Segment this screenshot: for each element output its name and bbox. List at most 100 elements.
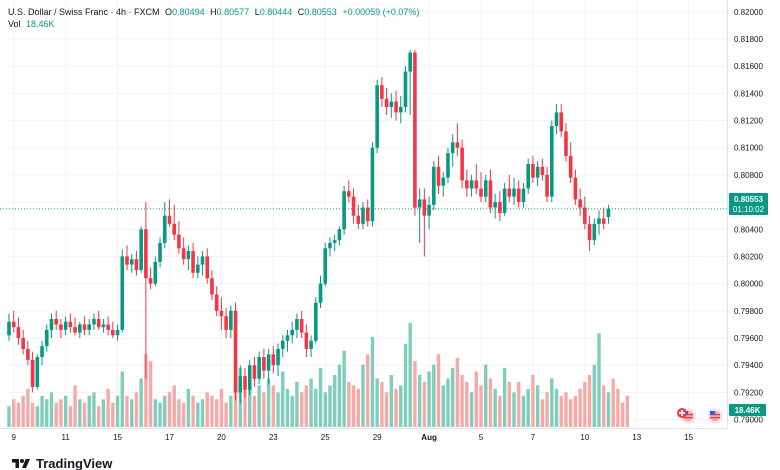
candle <box>516 180 521 208</box>
volume-bar <box>554 388 559 427</box>
candle-body <box>554 112 559 126</box>
volume-label[interactable]: Vol <box>8 19 21 29</box>
candle <box>304 324 309 358</box>
candle-body <box>583 207 587 224</box>
volume-bar <box>82 402 87 427</box>
candle <box>44 324 49 352</box>
candle-body <box>488 180 493 208</box>
candle-body <box>111 329 115 336</box>
volume-bar <box>196 402 200 427</box>
candle-body <box>7 321 11 336</box>
candle-body <box>125 256 129 265</box>
volume-bar <box>625 395 630 427</box>
candle <box>120 249 125 333</box>
candle-body <box>210 278 214 295</box>
candle <box>196 256 200 279</box>
candle-body <box>337 229 342 241</box>
candle-body <box>257 357 261 379</box>
candle <box>167 199 172 227</box>
volume-bar <box>512 392 516 427</box>
volume-bar <box>384 392 389 427</box>
volume-bar <box>16 402 21 427</box>
candle <box>545 166 549 203</box>
candle <box>394 90 398 121</box>
candle <box>422 188 427 257</box>
candle <box>323 242 328 287</box>
candle-body <box>243 376 247 390</box>
tradingview-logo[interactable]: TradingView <box>10 456 112 470</box>
time-tick-label: 23 <box>269 433 278 442</box>
price-tick-label: 0.80200 <box>734 252 763 261</box>
volume-bars <box>7 323 630 427</box>
time-tick-label: 5 <box>479 433 484 442</box>
candle-body <box>483 180 488 197</box>
time-tick-label: 20 <box>217 433 226 442</box>
candle-body <box>356 215 361 224</box>
time-tick-label: 15 <box>684 433 693 442</box>
candle <box>115 324 120 341</box>
candle <box>413 49 417 216</box>
candle <box>351 188 356 224</box>
candle-body <box>63 321 68 330</box>
volume-bar <box>436 354 441 427</box>
volume-bar <box>620 402 625 427</box>
volume-bar <box>474 371 478 427</box>
candle-body <box>531 164 535 178</box>
candle <box>417 188 422 243</box>
candle <box>587 215 592 252</box>
price-tick-label: 0.80400 <box>734 225 763 234</box>
candle <box>238 365 243 404</box>
symbol-title[interactable]: U.S. Dollar / Swiss Franc · 4h · FXCM <box>8 7 160 17</box>
volume-bar <box>45 399 49 427</box>
time-tick-label: 17 <box>165 433 174 442</box>
candle <box>219 297 224 330</box>
candle-body <box>559 112 564 132</box>
candle-body <box>545 174 549 197</box>
us-flag-icon[interactable] <box>707 408 723 424</box>
candle <box>59 319 63 339</box>
candle-body <box>427 204 431 216</box>
candle <box>233 302 238 401</box>
candle <box>512 177 516 205</box>
candle-body <box>68 321 73 328</box>
volume-bar <box>399 385 403 427</box>
volume-bar <box>465 381 469 427</box>
volume-bar <box>413 361 417 427</box>
time-axis[interactable]: 9 11 15 17 20 23 25 29 Aug 5 7 10 13 15 <box>0 428 728 443</box>
candle <box>111 321 115 339</box>
time-tick-label: 25 <box>321 433 330 442</box>
price-tick-label: 0.79600 <box>734 334 763 343</box>
candle-body <box>158 242 162 262</box>
volume-bar <box>502 368 507 427</box>
candle-body <box>78 324 82 333</box>
volume-bar <box>460 375 464 427</box>
volume-bar <box>172 385 176 427</box>
candle-body <box>262 357 266 371</box>
candle <box>96 310 101 330</box>
volume-bar <box>262 392 266 427</box>
volume-bar <box>219 388 224 427</box>
volume-bar <box>351 385 356 427</box>
candle-body <box>413 52 417 208</box>
candle <box>573 169 578 205</box>
candle-body <box>370 147 375 222</box>
candle <box>181 237 186 265</box>
candle-body <box>578 199 582 208</box>
candle <box>295 313 299 339</box>
volume-tag: 18.46K <box>729 404 766 416</box>
ohlc-legend-row: U.S. Dollar / Swiss Franc · 4h · FXCM O0… <box>8 6 422 18</box>
candle <box>214 286 219 317</box>
candle-body <box>96 319 101 328</box>
candle <box>365 199 370 227</box>
volume-bar <box>229 395 233 427</box>
candle-body <box>299 319 304 333</box>
candle-body <box>285 335 290 341</box>
candle-body <box>205 256 210 279</box>
candle-body <box>191 251 195 273</box>
volume-bar <box>78 399 82 427</box>
volume-bar <box>139 378 143 427</box>
ch-flag-icon[interactable] <box>677 408 687 418</box>
candle-body <box>526 164 530 189</box>
